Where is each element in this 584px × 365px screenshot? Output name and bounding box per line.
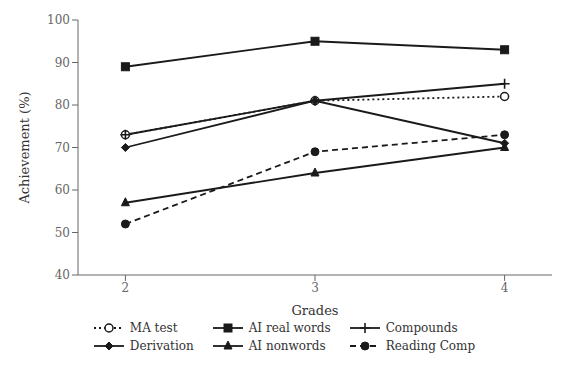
svg-text:Achievement (%): Achievement (%) [17, 91, 32, 204]
svg-text:4: 4 [501, 281, 509, 295]
svg-text:90: 90 [55, 56, 70, 70]
html-text:MA test: MA test [129, 321, 178, 335]
html-text:Compounds: Compounds [385, 321, 458, 335]
svg-text:60: 60 [55, 183, 70, 197]
svg-text:100: 100 [47, 13, 70, 27]
svg-text:Grades: Grades [291, 303, 338, 318]
svg-text:2: 2 [122, 281, 130, 295]
svg-text:80: 80 [55, 98, 70, 112]
html-text:Reading Comp: Reading Comp [385, 339, 476, 353]
svg-text:70: 70 [55, 141, 70, 155]
svg-text:40: 40 [55, 268, 70, 282]
html-text:AI nonwords: AI nonwords [248, 339, 326, 353]
html-text:AI real words: AI real words [248, 321, 331, 335]
html-text:Derivation: Derivation [129, 339, 194, 353]
svg-text:3: 3 [311, 281, 319, 295]
svg-text:50: 50 [55, 226, 70, 240]
